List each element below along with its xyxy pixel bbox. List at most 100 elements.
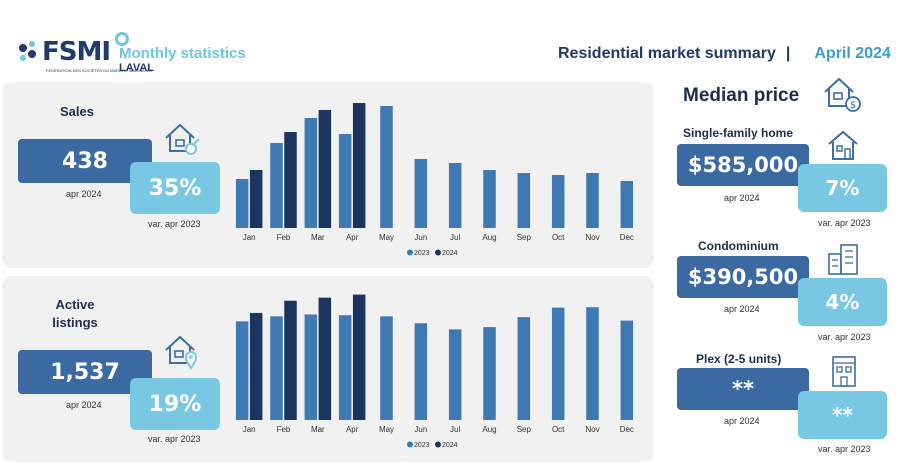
condominium-variation-caption: var. apr 2023	[818, 332, 871, 342]
listings-chart: Jan Feb Mar Apr May Jun Jul Aug Sep Oct Nov Dec 2023…	[232, 282, 644, 452]
sales-bar-chart: Jan Feb Mar Apr May Jun Jul Aug Sep Oct Nov Dec 2023…	[235, 103, 634, 257]
logo-tagline: FÉDÉRATION DES SOCIÉTÉS DU MARCHÉ IMMOBI…	[46, 68, 153, 73]
report-region: LAVAL	[119, 62, 155, 74]
bar-2023-jan	[235, 179, 249, 228]
bar-2023-may	[380, 106, 393, 228]
bar-2023-sep	[517, 173, 531, 228]
condominium-variation-box: 4%	[798, 278, 887, 326]
x-tick-label: Jun	[414, 425, 427, 434]
house-dollar-icon: $	[824, 77, 861, 112]
bar-2023-oct	[551, 307, 565, 420]
single-family-price-box: $585,000	[677, 144, 809, 186]
bar-2023-aug	[483, 327, 496, 420]
x-tick-label: May	[379, 425, 394, 434]
summary-heading: Residential market summary | April 2024	[558, 45, 891, 63]
bar-2023-feb	[270, 143, 283, 228]
house-pin-icon	[165, 335, 198, 370]
sales-variation-caption: var. apr 2023	[148, 219, 201, 229]
legend-label-2024: 2024	[442, 442, 458, 449]
summary-title: Residential market summary	[558, 45, 776, 62]
single-family-label: Single-family home	[683, 126, 794, 140]
listings-variation-caption: var. apr 2023	[148, 434, 201, 444]
bar-2023-nov	[586, 307, 599, 420]
x-tick-label: Apr	[346, 233, 359, 242]
plex-price-caption: apr 2024	[724, 416, 760, 426]
plex-building-icon	[832, 356, 856, 387]
bar-2023-feb	[270, 316, 283, 420]
bar-2024-mar	[318, 297, 332, 420]
condominium-price-box: $390,500	[677, 256, 809, 298]
x-tick-label: Feb	[277, 233, 291, 242]
logo-wordmark: FSMI	[42, 37, 111, 67]
x-tick-label: Feb	[277, 425, 291, 434]
bar-2024-jan	[249, 170, 263, 228]
svg-text:$: $	[850, 100, 856, 111]
single-family-variation-caption: var. apr 2023	[818, 218, 871, 228]
condominium-label: Condominium	[698, 239, 779, 253]
single-family-house-icon	[828, 130, 858, 160]
x-tick-label: Oct	[552, 425, 565, 434]
bar-2023-jan	[235, 321, 249, 420]
bar-2023-may	[380, 316, 393, 420]
bar-2023-apr	[338, 134, 352, 228]
bar-2024-feb	[284, 132, 297, 228]
bar-2024-apr	[352, 103, 366, 228]
bar-2024-feb	[284, 300, 297, 420]
x-tick-label: Apr	[346, 425, 359, 434]
bar-2024-apr	[352, 294, 366, 420]
bar-2023-oct	[551, 175, 565, 228]
sales-chart: Jan Feb Mar Apr May Jun Jul Aug Sep Oct Nov Dec 2023…	[232, 90, 644, 260]
x-tick-label: May	[379, 233, 394, 242]
summary-month: April 2024	[814, 45, 891, 62]
logo-accent-icon	[115, 32, 129, 46]
x-tick-label: Jun	[414, 233, 427, 242]
bar-2023-jun	[414, 159, 428, 228]
plex-label: Plex (2-5 units)	[696, 352, 782, 366]
x-tick-label: Oct	[552, 233, 565, 242]
summary-separator: |	[785, 45, 791, 62]
sales-value-caption: apr 2024	[66, 189, 102, 199]
legend-swatch-2024	[435, 249, 441, 256]
x-tick-label: Jul	[450, 233, 460, 242]
bar-2023-dec	[620, 181, 634, 228]
report-title: Monthly statistics	[119, 45, 246, 62]
plex-price-box: **	[677, 368, 809, 410]
legend-swatch-2023	[407, 441, 413, 448]
fsmi-logo: FSMI FÉDÉRATION DES SOCIÉTÉS DU MARCHÉ I…	[16, 32, 152, 73]
legend-swatch-2023	[407, 249, 413, 256]
legend-label-2023: 2023	[414, 250, 430, 257]
logo-mark-icon	[19, 41, 36, 61]
condominium-price-caption: apr 2024	[724, 304, 760, 314]
x-tick-label: Mar	[311, 425, 325, 434]
single-family-variation-box: 7%	[798, 164, 887, 212]
bar-2024-mar	[318, 110, 332, 228]
bar-2024-jan	[249, 312, 263, 420]
bar-2023-mar	[304, 118, 318, 228]
listings-variation-box: 19%	[130, 378, 220, 430]
bar-2023-apr	[338, 315, 352, 420]
house-key-icon	[165, 123, 200, 155]
bar-2023-dec	[620, 320, 634, 420]
median-price-title: Median price	[683, 85, 800, 106]
sales-variation-box: 35%	[130, 162, 220, 214]
listings-panel: Active listings 1,537 apr 2024 19% var. …	[2, 276, 654, 462]
x-tick-label: Aug	[482, 425, 496, 434]
bar-2023-jun	[414, 323, 428, 420]
legend-label-2023: 2023	[414, 442, 430, 449]
sales-title: Sales	[60, 104, 94, 119]
legend-label-2024: 2024	[442, 250, 458, 257]
x-tick-label: Sep	[517, 233, 532, 242]
plex-variation-box: **	[798, 391, 887, 439]
bar-2023-sep	[517, 317, 531, 420]
listings-value-box: 1,537	[18, 350, 152, 394]
x-tick-label: Nov	[585, 233, 599, 242]
single-family-price-caption: apr 2024	[724, 193, 760, 203]
listings-bar-chart: Jan Feb Mar Apr May Jun Jul Aug Sep Oct Nov Dec 2023…	[235, 294, 634, 449]
condo-building-icon	[828, 244, 858, 275]
bar-2023-jul	[448, 329, 462, 420]
plex-variation-caption: var. apr 2023	[818, 444, 871, 454]
legend-swatch-2024	[435, 441, 441, 448]
x-tick-label: Mar	[311, 233, 325, 242]
x-tick-label: Dec	[620, 425, 634, 434]
x-tick-label: Jan	[243, 425, 256, 434]
